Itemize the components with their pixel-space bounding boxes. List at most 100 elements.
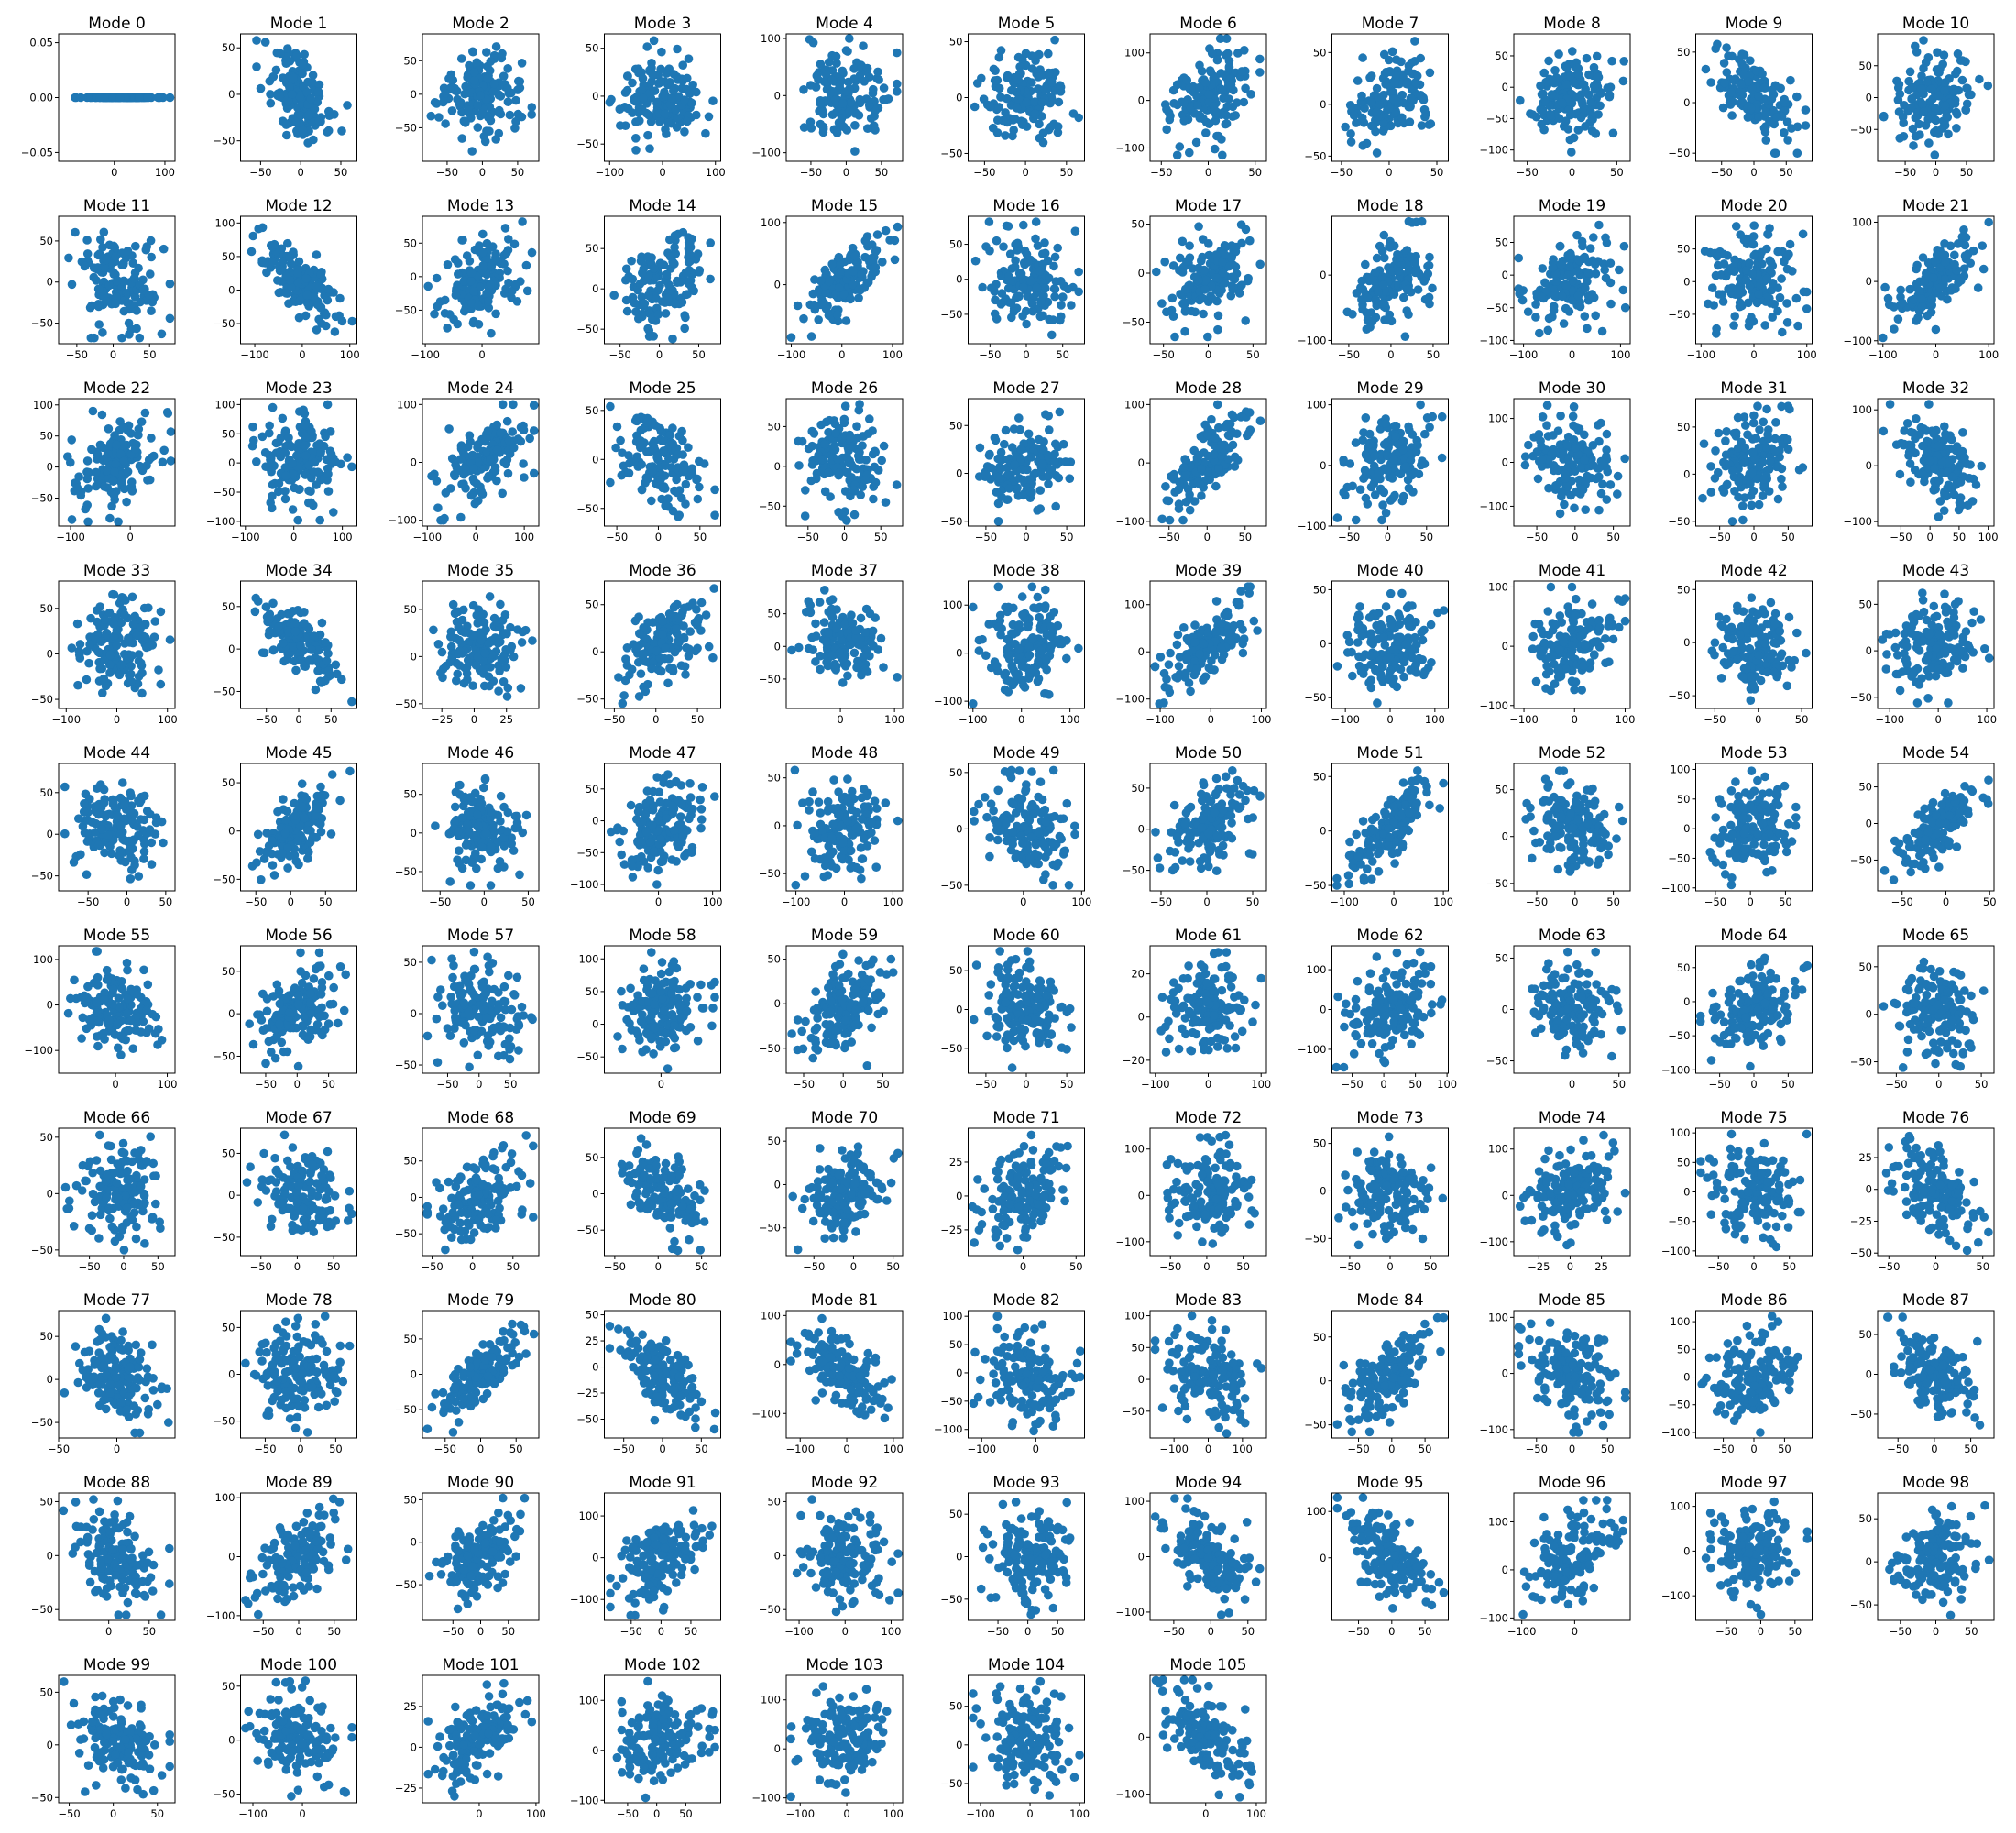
scatter-point (1035, 119, 1044, 129)
scatter-point (1191, 137, 1201, 148)
scatter-point (1346, 129, 1355, 138)
scatter-point (878, 258, 887, 267)
scatter-points (63, 406, 176, 527)
scatter-point (323, 400, 333, 410)
x-tick-label: −50 (979, 348, 1001, 361)
scatter-point (1905, 67, 1915, 77)
scatter-point (992, 236, 1002, 246)
scatter-point (1425, 423, 1434, 433)
scatter-point (275, 92, 285, 102)
scatter-point (269, 239, 279, 249)
scatter-point (323, 487, 334, 496)
scatter-point (266, 90, 275, 99)
scatter-point (503, 83, 512, 93)
scatter-point (1178, 268, 1188, 277)
y-tick-label: 50 (1495, 236, 1508, 249)
scatter-point (1924, 138, 1934, 148)
scatter-point (159, 244, 169, 254)
y-tick-label: −50 (395, 121, 417, 134)
scatter-point (1948, 84, 1958, 94)
scatter-point (1536, 81, 1545, 91)
scatter-point (1215, 34, 1225, 43)
panel-title: Mode 26 (811, 379, 878, 398)
scatter-point (1620, 302, 1630, 313)
scatter-point (990, 76, 1000, 85)
scatter-point (430, 98, 440, 107)
scatter-point (1161, 482, 1170, 491)
scatter-point (451, 291, 461, 300)
scatter-point (1568, 47, 1577, 56)
scatter-point (678, 60, 687, 70)
scatter-point (518, 217, 527, 226)
panel-title: Mode 0 (88, 15, 146, 33)
scatter-point (1561, 80, 1572, 89)
scatter-point (527, 103, 537, 112)
scatter-point (1359, 474, 1368, 483)
scatter-point (450, 255, 460, 264)
scatter-point (859, 41, 868, 50)
scatter-point (1583, 324, 1592, 334)
y-tick-label: 0 (228, 456, 235, 469)
scatter-point (1361, 493, 1371, 503)
y-tick-label: −50 (940, 515, 962, 528)
scatter-point (347, 462, 356, 472)
scatter-point (881, 225, 891, 236)
scatter-point (609, 291, 619, 301)
scatter-point (1038, 128, 1048, 137)
scatter-point (1372, 148, 1382, 158)
scatter-point (820, 487, 830, 497)
scatter-point (477, 108, 488, 118)
y-tick-label: 0 (956, 92, 962, 104)
scatter-point (1022, 122, 1032, 131)
scatter-point (486, 455, 495, 465)
y-tick-label: 0 (1683, 96, 1690, 109)
scatter-point (1608, 128, 1618, 138)
scatter-point (67, 515, 77, 524)
x-tick-label: 0 (478, 348, 485, 361)
scatter-point (1010, 115, 1020, 124)
x-tick-label: 0 (838, 348, 845, 361)
scatter-point (642, 42, 652, 51)
scatter-point (1005, 249, 1015, 259)
scatter-point (281, 120, 291, 129)
scatter-point (1016, 269, 1026, 279)
scatter-point (1890, 324, 1899, 334)
scatter-point (1168, 85, 1178, 95)
scatter-point (310, 457, 320, 467)
x-tick-label: 0 (1933, 348, 1939, 361)
scatter-point (631, 146, 641, 155)
scatter-point (667, 93, 676, 103)
scatter-point (1555, 241, 1565, 251)
scatter-point (1366, 71, 1376, 81)
y-tick-label: −50 (31, 317, 53, 330)
scatter-point (1162, 496, 1172, 505)
scatter-point (664, 454, 674, 464)
scatter-point (472, 479, 481, 488)
scatter-point (869, 494, 878, 504)
scatter-point (1019, 220, 1028, 230)
scatter-point (503, 64, 512, 73)
scatter-point (834, 508, 843, 517)
scatter-point (1935, 283, 1945, 293)
scatter-point (1233, 98, 1242, 107)
scatter-point (1044, 68, 1054, 78)
panel-title: Mode 18 (1356, 197, 1423, 215)
scatter-point (1574, 256, 1584, 266)
scatter-point (280, 487, 290, 496)
scatter-point (639, 93, 648, 103)
scatter-point (840, 401, 850, 412)
scatter-point (1548, 263, 1558, 272)
scatter-point (1026, 453, 1036, 462)
y-tick-label: 0 (411, 88, 417, 101)
scatter-point (1237, 67, 1246, 76)
scatter-point (1152, 267, 1161, 277)
scatter-point (1421, 109, 1430, 118)
x-tick-label: 100 (1978, 348, 1999, 361)
x-tick-label: 100 (340, 348, 360, 361)
scatter-point (1566, 251, 1576, 260)
scatter-point (72, 483, 82, 493)
x-tick-label: −100 (231, 531, 260, 543)
y-tick-label: 0 (1502, 81, 1508, 93)
scatter-point (1600, 265, 1609, 275)
scatter-point (1591, 311, 1600, 321)
